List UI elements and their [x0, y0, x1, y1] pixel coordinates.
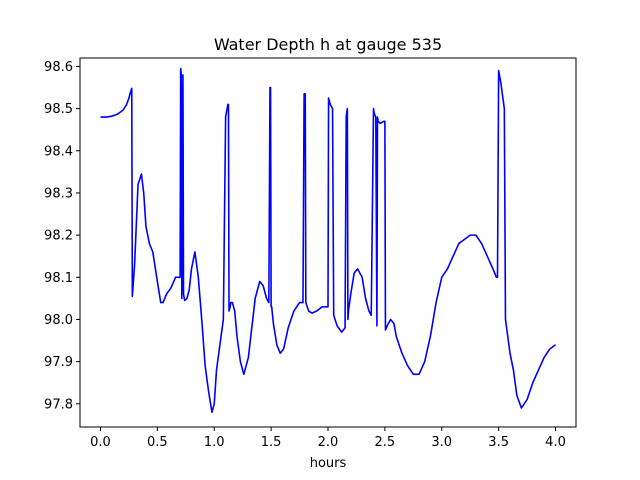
y-tick-label: 97.8: [44, 397, 73, 412]
x-axis-label: hours: [310, 456, 347, 471]
y-tick-label: 98.0: [44, 313, 73, 328]
x-tick-label: 4.0: [545, 435, 566, 450]
x-tick-label: 2.5: [375, 435, 396, 450]
y-tick-label: 98.5: [44, 102, 73, 117]
y-tick-label: 97.9: [44, 355, 73, 370]
x-tick-label: 1.5: [261, 435, 282, 450]
y-tick-label: 98.4: [44, 144, 73, 159]
y-tick-label: 98.6: [44, 60, 73, 75]
x-tick-label: 3.0: [431, 435, 452, 450]
x-tick-label: 3.5: [488, 435, 509, 450]
y-tick-label: 98.2: [44, 229, 73, 244]
x-tick-label: 1.0: [204, 435, 225, 450]
series-line-0: [100, 67, 556, 414]
y-tick-label: 98.1: [44, 271, 73, 286]
x-tick-label: 0.5: [147, 435, 168, 450]
y-axis: 97.8 97.9 98.0 98.1 98.2 98.3 98.4 98.5 98.6: [44, 60, 80, 412]
y-tick-label: 98.3: [44, 186, 73, 201]
x-tick-label: 2.0: [318, 435, 339, 450]
x-axis: 0.0 0.5 1.0 1.5 2.0 2.5 3.0 3.5 4.0: [90, 427, 566, 450]
x-tick-label: 0.0: [90, 435, 111, 450]
chart-title: Water Depth h at gauge 535: [214, 35, 442, 54]
plot-area: [100, 67, 556, 414]
